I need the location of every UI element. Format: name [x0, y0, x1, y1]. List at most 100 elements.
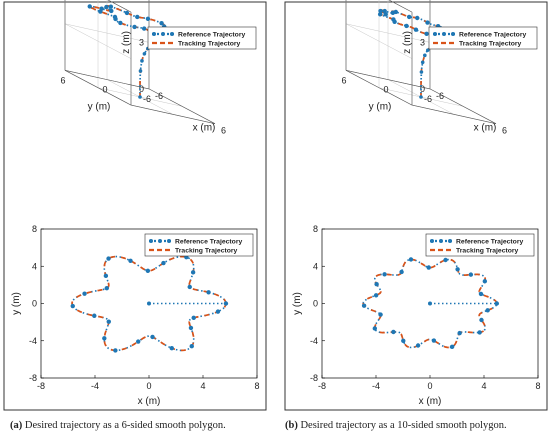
a2d-xtick-label: 0 [146, 381, 151, 391]
a3d-climb-point [142, 51, 147, 56]
a2d-reference-point [190, 270, 196, 275]
a2d-reference-point [189, 344, 194, 349]
a3d-box-edge [64, 70, 132, 106]
b2d-reference-point [372, 326, 378, 331]
a2d-reference-point [206, 290, 211, 295]
a2d-legend-ref-label: Reference Trajectory [175, 239, 242, 246]
a2d-xtick-label: 4 [200, 381, 205, 391]
a3d-box-edge [148, 88, 216, 124]
a3d-ztick-label: 0 [139, 84, 144, 94]
a3d-legend-ref-dot [170, 32, 174, 36]
b3d-box-edge [429, 88, 497, 124]
a2d-reference-point [82, 291, 87, 296]
caption-b-text: Desired trajectory as a 10-sided smooth … [300, 420, 507, 431]
b3d-legend-trk-label: Tracking Trajectory [459, 41, 522, 48]
b3d-reference-point [406, 14, 412, 20]
a3d-ztick-label: 6 [139, 0, 144, 1]
a3d-reference-point [159, 20, 164, 26]
a3d-ylabel: y (m) [88, 102, 111, 113]
a3d-reference-point [141, 26, 147, 31]
b3d-reference-point [413, 27, 419, 32]
a2d-ylabel: y (m) [11, 292, 22, 315]
b3d-box-edge [345, 70, 431, 90]
a3d-reference-point [124, 10, 130, 16]
a3d-ytick-label: 0 [102, 85, 107, 95]
a3d-reference-point [112, 14, 118, 20]
a2d-legend-ref-dot [167, 239, 171, 243]
a3d-legend-ref-dot [161, 32, 165, 36]
b2d-reference-point [485, 308, 490, 313]
a2d-reference-point [136, 339, 141, 344]
b3d-reference-point [378, 8, 383, 14]
a2d-ytick-label: 4 [32, 261, 37, 271]
b2d-reference-point [431, 338, 437, 343]
b2d-legend-trk-label: Tracking Trajectory [456, 248, 519, 255]
a3d-climb-point [138, 95, 142, 99]
b2d-reference-point [478, 291, 484, 297]
b3d-legend-ref-dot [451, 32, 455, 36]
a2d-reference-point [223, 301, 229, 306]
b2d-legend-box [425, 233, 535, 257]
b2d-xtick-label: 8 [535, 381, 540, 391]
b2d-ytick-label: -4 [310, 336, 318, 346]
b2d-xtick-label: -8 [318, 381, 326, 391]
a2d-ytick-label: 0 [32, 299, 37, 309]
b3d-reference-point [382, 8, 387, 14]
a2d-reference-point [92, 313, 97, 318]
b3d-climb-point [423, 53, 427, 58]
b3d-ztick-label: 6 [420, 0, 425, 1]
b2d-reference-point [443, 257, 448, 263]
a2d-reference-point [145, 268, 151, 274]
caption-a-label: (a) [10, 420, 23, 431]
b2d-reference-point [374, 281, 379, 287]
b3d-legend-ref-dot [433, 32, 437, 36]
b2d-reference-point [373, 293, 379, 298]
a2d-reference-point [169, 345, 174, 351]
a2d-reference-point [113, 348, 118, 353]
b2d-reference-point [494, 301, 500, 306]
a3d-reference-point [108, 4, 114, 9]
b3d-zlabel: z (m) [402, 31, 413, 54]
b3d-reference-point [425, 20, 430, 25]
b3d-reference-point [383, 12, 388, 17]
caption-b-label: (b) [285, 420, 298, 431]
a2d-reference-point [106, 256, 111, 261]
a2d-ytick-label: -4 [29, 336, 37, 346]
b3d-ztick-label: 3 [420, 37, 425, 47]
b2d-reference-point [408, 257, 414, 262]
a2d-xtick-label: -8 [37, 381, 45, 391]
b3d-reference-point [391, 17, 396, 22]
a3d-box-edge [107, 0, 132, 13]
b2d-reference-point [378, 312, 383, 317]
panel-b-border [284, 1, 548, 411]
a3d-reference-point [87, 4, 92, 9]
b3d-climb-point [419, 95, 423, 99]
a2d-legend-ref-dot [158, 239, 162, 243]
b3d-xlabel: x (m) [474, 122, 497, 133]
b3d-climb-point [419, 70, 424, 74]
b2d-reference-point [449, 344, 455, 350]
b2d-reference-point [426, 265, 431, 270]
a3d-box-edge [130, 104, 216, 124]
b3d-plot: 036-606-66z (m)y (m)x (m)Reference Traje… [341, 0, 538, 136]
b3d-legend-box [428, 26, 538, 50]
b3d-box-edge [345, 70, 413, 106]
a3d-xtick-label: 6 [221, 126, 226, 136]
b3d-climb-point [420, 60, 425, 65]
a3d-legend-box [147, 26, 257, 50]
caption-b: (b) Desired trajectory as a 10-sided smo… [285, 420, 507, 431]
b2d-ytick-label: 8 [313, 224, 318, 234]
a2d-reference-point [191, 315, 196, 321]
a2d-reference-point [104, 286, 109, 291]
b3d-box-edge [388, 0, 413, 13]
a3d-legend-trk-label: Tracking Trajectory [178, 41, 241, 48]
a3d-ytick-label: -6 [143, 94, 151, 104]
b2d-reference-point [479, 317, 484, 323]
a2d-xlabel: x (m) [138, 396, 161, 407]
b2d-xtick-label: -4 [372, 381, 380, 391]
a3d-reference-point [135, 14, 140, 20]
a2d-legend-trk-label: Tracking Trajectory [175, 248, 238, 255]
a2d-xtick-label: 8 [254, 381, 259, 391]
b2d-xtick-label: 0 [427, 381, 432, 391]
